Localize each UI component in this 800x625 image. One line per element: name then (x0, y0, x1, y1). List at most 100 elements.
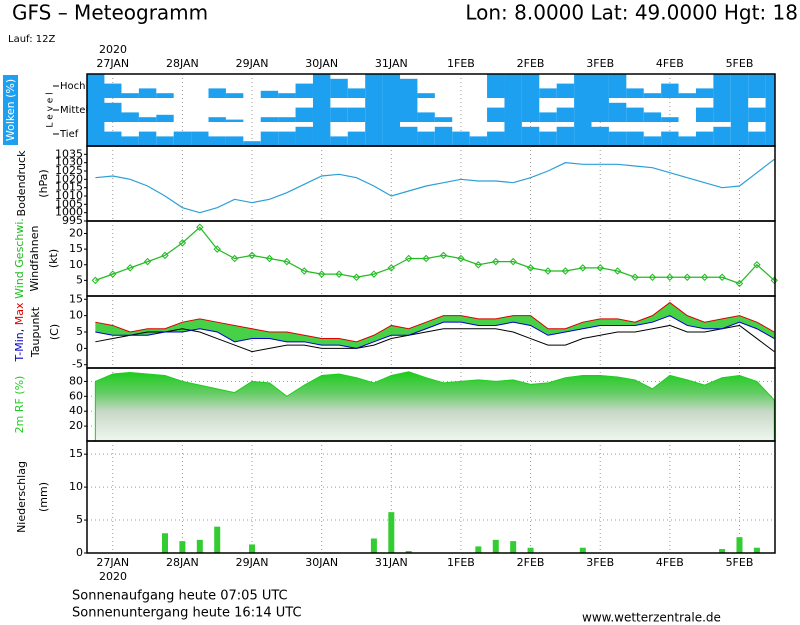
cloud-cell (382, 74, 401, 98)
humidity-area (94, 371, 775, 442)
cloud-cell (104, 131, 122, 146)
cloud-cell (347, 88, 366, 98)
cloud-cell (87, 122, 105, 146)
series-name: Max (13, 302, 26, 325)
cloud-cell (295, 107, 313, 122)
cloud-cell (591, 126, 609, 146)
y-tick-label: 10 (69, 480, 83, 493)
cloud-cell (765, 122, 775, 146)
cloud-label: Wolken (%) (4, 79, 17, 141)
wind-marker (178, 239, 187, 247)
y-label: T-Min, Max (13, 302, 26, 362)
cloud-cell (312, 122, 331, 146)
y-tick-label: 40 (69, 404, 83, 417)
x-tick-label-top: 28JAN (166, 57, 199, 70)
temp-line (95, 301, 775, 343)
cloud-cell (347, 131, 366, 146)
cloud-cell (330, 136, 348, 146)
x-tick-label-top: 1FEB (447, 57, 475, 70)
panel-frame (86, 220, 776, 297)
cloud-cell (330, 78, 348, 98)
wind-marker (735, 279, 744, 288)
cloud-cell (521, 98, 540, 122)
cloud-cell (591, 74, 609, 98)
wind-marker (700, 273, 709, 281)
cloud-cell (556, 83, 575, 98)
wind-marker (474, 261, 483, 269)
y-label: Bodendruck (15, 150, 28, 217)
cloud-cell (295, 83, 313, 98)
cloud-cell (730, 74, 749, 98)
x-tick-label-bottom: 2FEB (517, 556, 545, 569)
cloud-cell (173, 131, 192, 146)
x-tick-label-bottom: 4FEB (656, 556, 684, 569)
precip-bar (475, 546, 482, 553)
cloud-cell (104, 83, 122, 98)
cloud-cell (382, 122, 401, 146)
cloud-cell (330, 107, 348, 122)
series-name: T-Min (13, 332, 26, 362)
cloud-cell (365, 74, 383, 98)
y-label: Niederschlag (15, 461, 28, 533)
precip-bar (736, 537, 743, 553)
precip-bar (161, 533, 168, 553)
cloud-cell (365, 122, 383, 146)
y-label: 2m RF (%) (13, 376, 26, 434)
wind-marker (544, 267, 552, 275)
y-tick-label: 10 (69, 258, 83, 271)
cloud-cell (278, 131, 296, 146)
cloud-cell (260, 131, 279, 146)
cloud-cell (365, 98, 383, 122)
y-unit: (kt) (47, 249, 60, 268)
wind-marker (648, 273, 657, 281)
x-tick-label-bottom: 3FEB (586, 556, 614, 569)
cloud-cell (487, 131, 505, 146)
wind-marker (109, 270, 117, 278)
x-tick-label-top: 31JAN (375, 57, 408, 70)
y-tick-label: 15 (69, 447, 83, 460)
y-tick-label: 5 (76, 325, 83, 338)
cloud-cell (626, 107, 644, 122)
precip-bar (214, 526, 221, 553)
cloud-cell (434, 117, 453, 122)
wind-marker (683, 273, 691, 281)
cloud-cell (382, 98, 401, 122)
wind-marker (143, 257, 152, 266)
year-bottom: 2020 (99, 570, 127, 583)
cloud-cell (225, 93, 244, 98)
cloud-cell (487, 107, 505, 122)
cloud-cell (713, 74, 731, 98)
temp-line (95, 324, 775, 353)
wind-marker (492, 257, 500, 266)
y-tick-label: 1035 (55, 147, 83, 160)
cloud-cell (643, 112, 662, 122)
cloud-cell (504, 122, 522, 146)
cloud-cell (347, 107, 366, 122)
pressure-line (95, 158, 775, 214)
y-tick-label: 995 (62, 214, 83, 227)
wind-marker (405, 254, 413, 263)
cloud-cell (121, 136, 139, 146)
cloud-cell (138, 88, 157, 98)
cloud-cell (748, 131, 766, 146)
y-tick-label: 80 (69, 374, 83, 387)
cloud-cell (156, 93, 174, 98)
y-tick-label: 1010 (55, 189, 83, 202)
cloud-cell (504, 74, 522, 98)
year-top: 2020 (99, 43, 127, 56)
y-tick-label: -5 (72, 358, 83, 371)
y-tick-label: 0 (76, 546, 83, 559)
cloud-cell (434, 126, 453, 146)
run: Lauf: 12Z (8, 34, 55, 45)
wind-marker (439, 251, 448, 260)
cloud-cell (574, 122, 592, 146)
y-unit: (mm) (37, 482, 50, 512)
cloud-cell (156, 114, 174, 122)
y-tick-label: 5 (76, 513, 83, 526)
y-tick-label: 1000 (55, 206, 83, 219)
y-tick-label: 1020 (55, 172, 83, 185)
cloud-cell (208, 88, 226, 98)
y-tick-label: 1005 (55, 197, 83, 210)
x-tick-label-bottom: 28JAN (166, 556, 199, 569)
cloud-cell (400, 98, 418, 122)
